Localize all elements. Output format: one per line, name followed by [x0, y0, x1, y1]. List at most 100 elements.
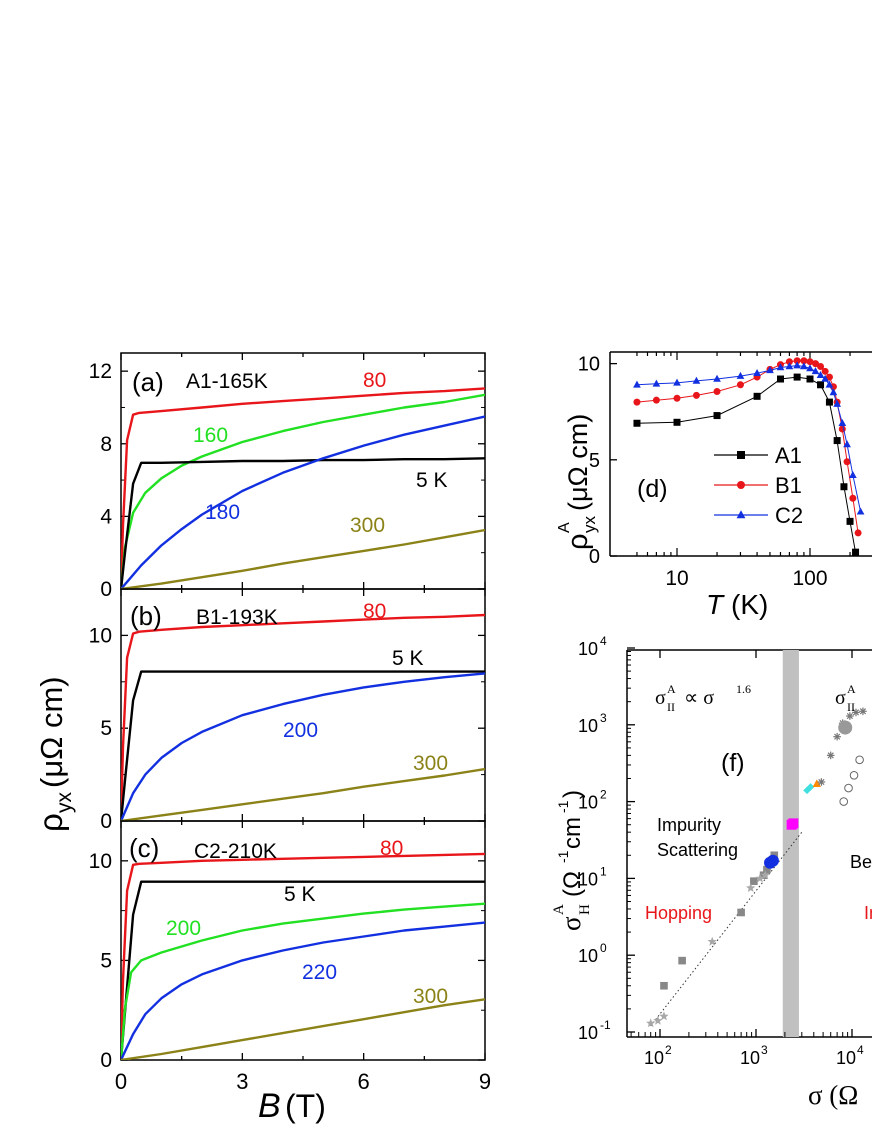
panel-f-y-axis-unit-sup1: -1 [555, 850, 571, 863]
panel-a-curve-180 [121, 415, 485, 589]
panel-d-point-a1 [673, 418, 681, 426]
left-y-axis-label: ρ yx (μΩ cm) [32, 676, 76, 832]
panel-c-curve-220 [121, 921, 485, 1060]
panel-a-curves [121, 387, 485, 589]
panel-d-point-c2 [793, 361, 801, 369]
panel-f-law2-sup: A [847, 682, 856, 696]
panel-d-label: (d) [637, 475, 668, 503]
panel-d-point-b1 [793, 357, 801, 365]
panel-d-point-c2 [713, 374, 721, 382]
panel-f-x-tick-label: 10 [644, 1048, 664, 1068]
panel-d-y-axis-label: ρ A yx (μΩ cm) [556, 414, 599, 550]
panel-d-point-c2 [633, 380, 641, 388]
panel-d-point-a1 [852, 548, 860, 556]
panel-d-x-tick-label: 100 [792, 567, 827, 590]
panel-d-point-c2 [838, 419, 847, 427]
panel-f-annot-impurity-2: Scattering [657, 840, 738, 860]
left-x-tick-label: 6 [358, 1069, 370, 1094]
panel-b-series-label-200: 200 [283, 719, 318, 742]
panel-f-law-sup: A [667, 682, 676, 696]
panel-b-y-tick-label: 5 [100, 717, 112, 740]
panel-f-points [646, 707, 867, 1028]
panel-b-curves [121, 613, 485, 821]
panel-a-series-label-180: 180 [205, 501, 240, 524]
panel-c-curves [121, 852, 485, 1060]
panel-f-point-light-stars [659, 1011, 669, 1021]
panel-f-law-sigma: σ [655, 687, 666, 709]
panel-f-point-light-stars [760, 870, 770, 880]
panel-d-point-c2 [736, 371, 745, 379]
panel-f-point-gray-sphere [838, 720, 853, 735]
panel-c-y-tick-label: 0 [100, 1049, 112, 1072]
panel-f-x-tick-exp: 4 [857, 1043, 864, 1057]
panel-d-x-axis-symbol: T [706, 589, 725, 620]
panel-f-law2-annotation: σ A II [835, 682, 856, 714]
panel-f-y-axis-sup: A [551, 904, 567, 915]
panel-d-point-b1 [633, 398, 641, 406]
panel-d-point-a1 [840, 483, 848, 491]
panel-f-y-tick-exp: 1 [600, 864, 607, 878]
panel-f-point-gray-asterisks [846, 712, 854, 720]
panel-c-curve-5k [121, 880, 485, 1060]
panel-d-point-c2 [825, 380, 834, 388]
panel-f-x-tick-exp: 3 [761, 1043, 768, 1057]
panel-d-point-c2 [833, 399, 841, 407]
panel-f: 10 410 310 210 110 010 -110 2 10 3 10 4 σ A II ∝ σ … [551, 634, 872, 1110]
panel-d-x-axis-unit: (K) [731, 589, 768, 620]
panel-d-point-c2 [753, 369, 761, 377]
panel-d-point-b1 [838, 425, 846, 433]
panel-d-point-b1 [692, 391, 700, 399]
panel-f-point-light-stars [707, 936, 717, 946]
panel-f-y-tick-exp: 0 [600, 941, 607, 955]
left-y-axis-unit: (μΩ cm) [34, 676, 69, 788]
panel-d-curves [633, 357, 865, 556]
panel-d-point-b1 [825, 373, 833, 381]
legend-marker-a1 [737, 451, 745, 459]
panel-d-point-c2 [816, 370, 825, 378]
panel-f-y-axis-unit-open: (Ω [559, 871, 586, 897]
panel-b-curve-5k [121, 670, 485, 821]
panel-f-point-open-circles [844, 783, 853, 793]
panel-f-point-light-stars [755, 873, 765, 883]
panel-d-point-a1 [713, 412, 721, 420]
panel-c-y-tick-label: 5 [100, 949, 112, 972]
panel-d-point-c2 [849, 471, 857, 478]
panel-c-curve-300 [121, 998, 485, 1060]
panel-d-point-b1 [652, 396, 660, 404]
panel-a-label: (a) [132, 367, 164, 397]
panel-d-point-c2 [673, 378, 681, 386]
panel-f-annot-hopping: Hopping [645, 903, 712, 923]
panel-b: 0 5 10 (b) B1-193K 80 5 K 200 300 [89, 588, 486, 833]
panel-d-ticks: 0 5 10 10 100 [578, 352, 851, 590]
left-x-tick-label: 9 [479, 1069, 491, 1094]
panel-c-frame [120, 820, 486, 1061]
panel-f-x-tick-exp: 2 [665, 1043, 672, 1057]
panel-f-point-open-circles [855, 755, 864, 765]
panel-d-y-axis-rho: ρ [562, 534, 594, 551]
panel-f-y-tick-exp: 4 [600, 634, 607, 648]
panel-f-x-tick-label: 10 [836, 1048, 856, 1068]
panel-c-series-label-5k: 5 K [284, 883, 316, 906]
panel-a-series-label-300: 300 [350, 514, 385, 537]
panel-d-x-tick-label: 10 [665, 567, 688, 590]
panel-f-y-axis-unit-close: ) [559, 790, 586, 798]
panel-d-point-c2 [829, 388, 838, 396]
panel-a-curve-160 [121, 393, 485, 589]
legend-marker-b1 [737, 481, 745, 489]
panel-d-point-a1 [833, 437, 841, 445]
panel-b-series-label-80: 80 [363, 600, 386, 623]
panel-f-point-gray-squares [678, 956, 686, 965]
panel-f-y-tick-label: 10 [578, 869, 598, 889]
left-x-tick-label: 0 [115, 1069, 127, 1094]
panel-d-point-a1 [793, 373, 801, 381]
panel-f-annot-i: In [864, 903, 872, 923]
panel-f-x-tick-label: 10 [740, 1048, 760, 1068]
panel-f-y-tick-exp: 3 [600, 711, 607, 725]
left-x-tick-label: 3 [236, 1069, 248, 1094]
panel-d-y-axis-sup: A [556, 522, 573, 533]
panel-f-point-gray-squares [750, 877, 758, 885]
panel-f-point-open-circles [849, 771, 859, 780]
panel-d-point-a1 [633, 419, 641, 427]
legend-label-a1: A1 [775, 443, 802, 468]
